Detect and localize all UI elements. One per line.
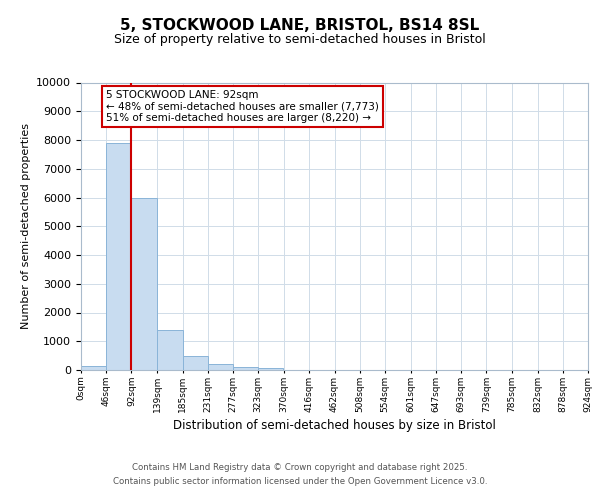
Bar: [208, 364, 233, 370]
Text: 5, STOCKWOOD LANE, BRISTOL, BS14 8SL: 5, STOCKWOOD LANE, BRISTOL, BS14 8SL: [121, 18, 479, 32]
Bar: [157, 330, 182, 370]
Bar: [106, 143, 131, 370]
Bar: [258, 368, 283, 370]
Bar: [131, 198, 157, 370]
Bar: [233, 367, 258, 370]
Y-axis label: Number of semi-detached properties: Number of semi-detached properties: [21, 123, 31, 329]
Bar: [81, 366, 106, 370]
Text: Size of property relative to semi-detached houses in Bristol: Size of property relative to semi-detach…: [114, 32, 486, 46]
Bar: [182, 356, 208, 370]
Text: Contains HM Land Registry data © Crown copyright and database right 2025.: Contains HM Land Registry data © Crown c…: [132, 464, 468, 472]
Text: Contains public sector information licensed under the Open Government Licence v3: Contains public sector information licen…: [113, 477, 487, 486]
Text: 5 STOCKWOOD LANE: 92sqm
← 48% of semi-detached houses are smaller (7,773)
51% of: 5 STOCKWOOD LANE: 92sqm ← 48% of semi-de…: [106, 90, 379, 123]
X-axis label: Distribution of semi-detached houses by size in Bristol: Distribution of semi-detached houses by …: [173, 419, 496, 432]
